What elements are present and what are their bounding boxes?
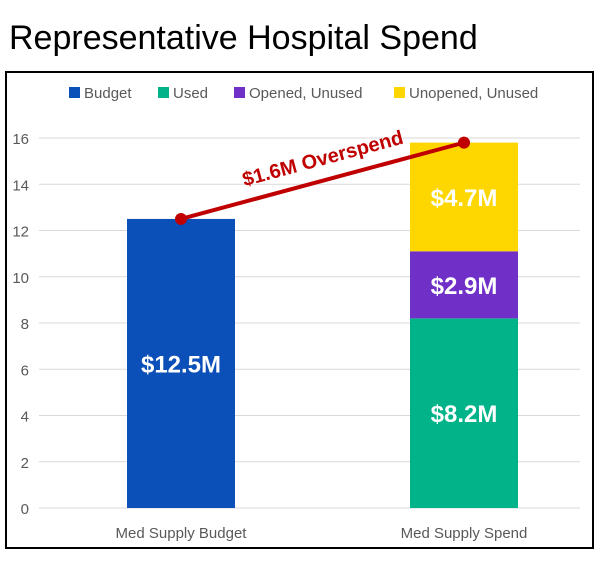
page-title: Representative Hospital Spend xyxy=(9,19,478,57)
legend-swatch xyxy=(69,87,80,98)
y-tick-label: 4 xyxy=(21,409,29,426)
y-tick-label: 12 xyxy=(12,224,29,241)
data-label: $8.2M xyxy=(431,401,498,428)
bar-segment xyxy=(410,318,518,508)
legend-swatch xyxy=(394,87,405,98)
y-tick-label: 0 xyxy=(21,501,29,518)
x-tick-label: Med Supply Budget xyxy=(116,525,248,542)
legend-swatch xyxy=(158,87,169,98)
y-tick-label: 14 xyxy=(12,177,29,194)
legend-label: Unopened, Unused xyxy=(409,85,538,102)
legend-label: Budget xyxy=(84,85,132,102)
data-label: $2.9M xyxy=(431,273,498,300)
chart-frame: 0 2 4 6 8 10 12 14 16 $12.5M Med Supply Budget $8.2… xyxy=(5,71,594,549)
overspend-start-point xyxy=(175,212,187,225)
bar-segment xyxy=(410,142,518,252)
y-tick-label: 10 xyxy=(12,270,29,287)
y-tick-label: 6 xyxy=(21,362,29,379)
bar-segment xyxy=(410,251,518,319)
y-tick-label: 8 xyxy=(21,316,29,333)
data-label: $4.7M xyxy=(431,185,498,212)
bar-chart: 0 2 4 6 8 10 12 14 16 $12.5M Med Supply Budget $8.2… xyxy=(12,85,580,542)
bar-segment xyxy=(127,218,235,508)
data-label: $12.5M xyxy=(141,351,221,378)
y-tick-label: 2 xyxy=(21,455,29,472)
legend-label: Used xyxy=(173,85,208,102)
overspend-end-point xyxy=(458,136,470,149)
overspend-line xyxy=(179,140,466,221)
legend-label: Opened, Unused xyxy=(249,85,362,102)
x-tick-label: Med Supply Spend xyxy=(401,525,528,542)
legend-swatch xyxy=(234,87,245,98)
y-tick-label: 16 xyxy=(12,131,29,148)
